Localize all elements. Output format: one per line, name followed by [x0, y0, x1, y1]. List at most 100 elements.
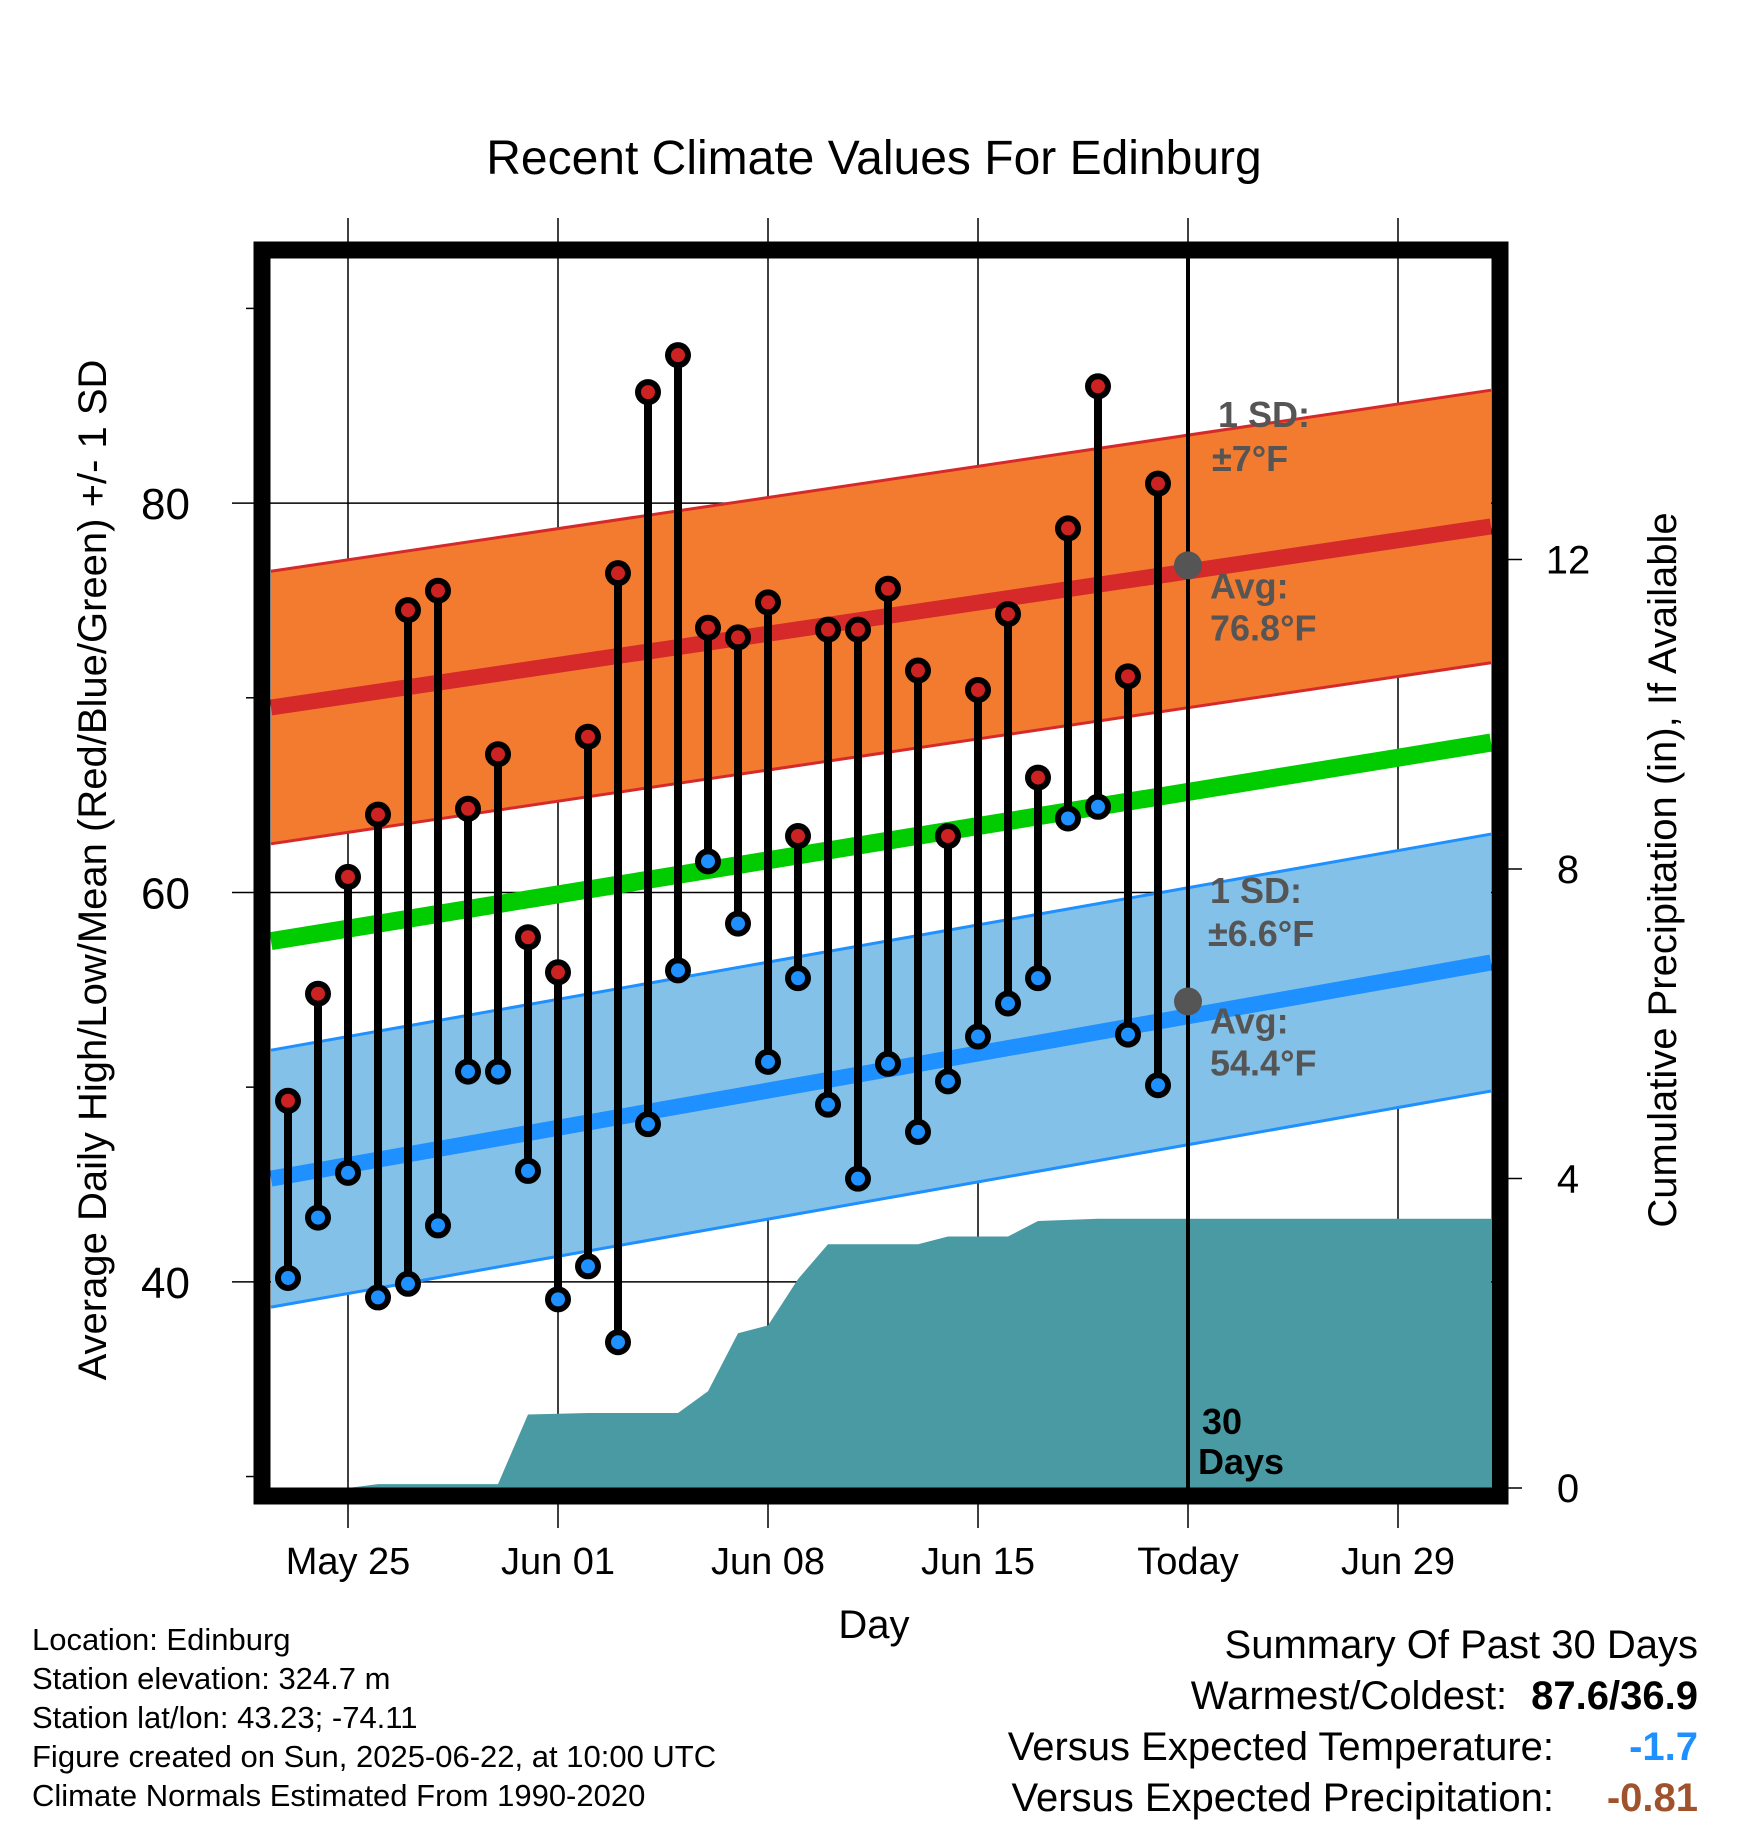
y2-tick-label: 4: [1557, 1158, 1579, 1202]
daily-low-dot: [1025, 965, 1051, 992]
y-axis-label: Average Daily High/Low/Mean (Red/Blue/Gr…: [71, 360, 115, 1381]
chart-title: Recent Climate Values For Edinburg: [486, 132, 1261, 185]
low-sd-upper-edge: [270, 832, 1492, 1052]
daily-high-dot: [395, 597, 421, 624]
y2-tick-label: 0: [1557, 1467, 1579, 1511]
daily-high-dot: [695, 614, 721, 641]
daily-low-dot: [755, 1048, 781, 1075]
daily-high-dot: [575, 723, 601, 750]
low-sd-value: ±6.6°F: [1208, 913, 1314, 954]
daily-high-dot: [545, 959, 571, 986]
y2-axis-label: Cumulative Precipitation (in), If Availa…: [1641, 512, 1685, 1227]
daily-high-dot: [785, 823, 811, 850]
y2-tick-label: 12: [1546, 539, 1591, 583]
daily-low-dot: [1115, 1021, 1141, 1048]
daily-high-dot: [1085, 373, 1111, 400]
x-axis-label: Day: [838, 1603, 909, 1647]
axis-ticks-layer: May 25 Jun 01 Jun 08 Jun 15 Today Jun 2940608…: [141, 218, 1590, 1583]
x-tick-label: Jun 29: [1341, 1541, 1455, 1583]
precip-value: -0.81: [1606, 1776, 1698, 1820]
daily-high-dot: [935, 823, 961, 850]
daily-low-dot: [1145, 1072, 1171, 1099]
daily-low-dot: [665, 957, 691, 984]
daily-low-dot: [605, 1329, 631, 1356]
daily-low-dot: [695, 848, 721, 875]
daily-high-dot: [905, 657, 931, 684]
daily-bars-layer: [275, 342, 1171, 1356]
daily-high-dot: [665, 342, 691, 369]
daily-low-dot: [485, 1058, 511, 1085]
daily-high-dot: [305, 980, 331, 1007]
daily-low-dot: [905, 1118, 931, 1145]
daily-high-dot: [455, 795, 481, 822]
low-sd-lower-edge: [270, 1089, 1492, 1309]
temp-label: Versus Expected Temperature:: [1007, 1725, 1554, 1769]
daily-high-dot: [755, 589, 781, 616]
x-tick-label: Jun 08: [711, 1541, 825, 1583]
daily-low-dot: [305, 1204, 331, 1231]
daily-low-dot: [965, 1023, 991, 1050]
daily-high-dot: [1055, 515, 1081, 542]
daily-high-dot: [725, 624, 751, 651]
daily-high-dot: [515, 924, 541, 951]
daily-low-dot: [335, 1159, 361, 1186]
daily-low-dot: [515, 1157, 541, 1184]
latlon-text: Station lat/lon: 43.23; -74.11: [32, 1700, 418, 1735]
daily-high-dot: [605, 560, 631, 587]
daily-low-dot: [815, 1091, 841, 1118]
summary-temp-row: Versus Expected Temperature: -1.7: [1008, 1722, 1698, 1773]
daily-low-dot: [425, 1212, 451, 1239]
precip-label: Versus Expected Precipitation:: [1011, 1776, 1554, 1820]
daily-high-dot: [875, 575, 901, 602]
daily-high-dot: [425, 577, 451, 604]
daily-high-dot: [365, 801, 391, 828]
daily-low-dot: [875, 1050, 901, 1077]
created-text: Figure created on Sun, 2025-06-22, at 10…: [32, 1739, 717, 1774]
daily-low-dot: [455, 1058, 481, 1085]
low-avg-value: 54.4°F: [1210, 1042, 1316, 1083]
high-avg-value: 76.8°F: [1210, 607, 1316, 648]
high-sd-value: ±7°F: [1212, 438, 1288, 479]
daily-low-dot: [845, 1165, 871, 1192]
plot-frame: [253, 241, 1509, 1505]
today-normal-low-marker: [1174, 987, 1202, 1016]
daily-low-dot: [1055, 805, 1081, 832]
y2-tick-label: 8: [1557, 848, 1579, 892]
daily-low-dot: [935, 1068, 961, 1095]
daily-low-dot: [275, 1264, 301, 1291]
location-text: Location: Edinburg: [32, 1622, 291, 1657]
summary-title: Summary Of Past 30 Days: [1224, 1623, 1698, 1667]
today-days-word: Days: [1198, 1441, 1284, 1482]
temp-value: -1.7: [1629, 1725, 1698, 1769]
x-tick-label: May 25: [286, 1541, 411, 1583]
daily-high-dot: [815, 616, 841, 643]
daily-low-dot: [725, 910, 751, 937]
daily-high-dot: [275, 1087, 301, 1114]
low-avg-label: Avg:: [1210, 1000, 1289, 1041]
normal-mean-line: [269, 733, 1493, 951]
daily-low-dot: [1085, 793, 1111, 820]
daily-high-dot: [965, 676, 991, 703]
daily-low-dot: [785, 965, 811, 992]
normal-bands-layer: [269, 388, 1493, 1309]
low-sd-label: 1 SD:: [1210, 870, 1302, 911]
daily-low-dot: [365, 1284, 391, 1311]
daily-low-dot: [635, 1111, 661, 1138]
daily-high-dot: [635, 379, 661, 406]
x-tick-label: Jun 01: [501, 1541, 615, 1583]
warm-cold-label: Warmest/Coldest:: [1190, 1674, 1508, 1718]
high-sd-label: 1 SD:: [1218, 394, 1310, 435]
high-avg-label: Avg:: [1210, 565, 1289, 606]
daily-high-dot: [995, 601, 1021, 628]
daily-high-dot: [335, 863, 361, 890]
daily-high-dot: [1145, 470, 1171, 497]
daily-high-dot: [845, 616, 871, 643]
today-normal-high-marker: [1174, 551, 1202, 580]
daily-low-dot: [995, 990, 1021, 1017]
daily-high-dot: [1025, 764, 1051, 791]
high-sd-upper-edge: [270, 388, 1492, 573]
x-tick-label: Today: [1137, 1541, 1238, 1583]
normal-high-line: [269, 518, 1493, 716]
